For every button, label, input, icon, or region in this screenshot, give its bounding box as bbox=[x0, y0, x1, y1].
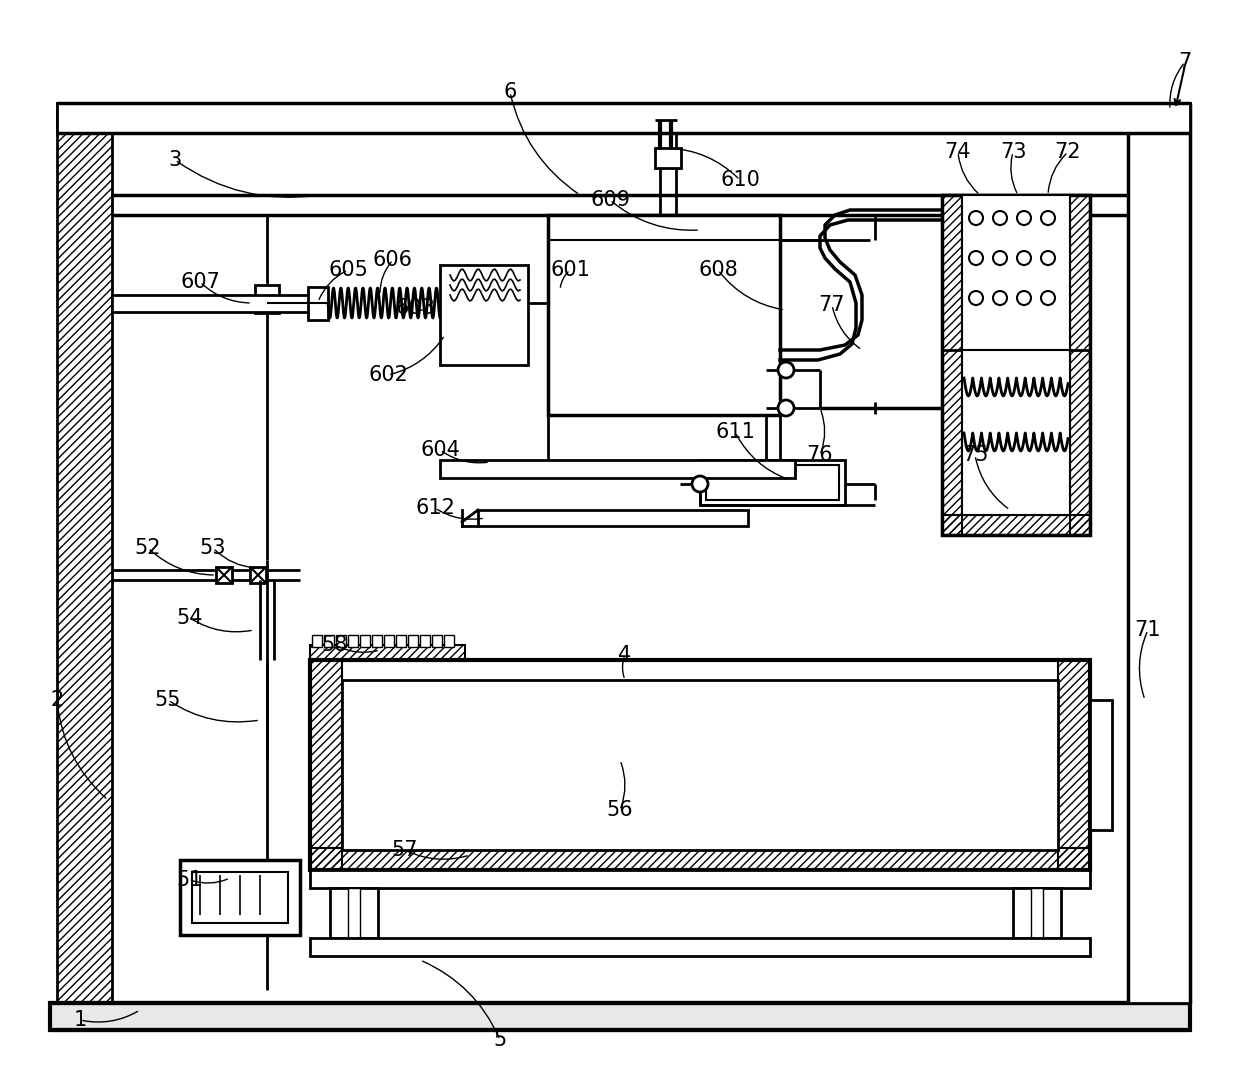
Text: 606: 606 bbox=[373, 250, 413, 270]
Bar bbox=[655, 148, 681, 168]
Bar bbox=[962, 350, 1070, 515]
Circle shape bbox=[1017, 211, 1030, 225]
Circle shape bbox=[993, 291, 1007, 305]
Bar bbox=[310, 848, 1090, 870]
Text: 54: 54 bbox=[177, 608, 203, 628]
Text: 77: 77 bbox=[818, 295, 846, 315]
Bar bbox=[57, 103, 112, 1004]
Text: 71: 71 bbox=[1135, 620, 1161, 640]
Bar bbox=[701, 461, 844, 506]
Bar bbox=[342, 680, 1058, 850]
Text: 608: 608 bbox=[698, 260, 738, 280]
Text: 610: 610 bbox=[720, 170, 760, 190]
Bar bbox=[942, 515, 1090, 536]
Text: 602: 602 bbox=[368, 365, 408, 384]
Bar bbox=[942, 195, 962, 536]
Bar bbox=[310, 645, 465, 677]
Bar bbox=[112, 295, 310, 312]
Text: 612: 612 bbox=[415, 498, 455, 518]
Bar bbox=[396, 635, 405, 647]
Circle shape bbox=[968, 211, 983, 225]
Bar bbox=[310, 660, 1090, 870]
Bar bbox=[444, 635, 454, 647]
Circle shape bbox=[1017, 291, 1030, 305]
Bar bbox=[310, 660, 342, 870]
Bar bbox=[408, 635, 418, 647]
Bar bbox=[336, 635, 346, 647]
Text: 73: 73 bbox=[999, 142, 1027, 162]
Bar bbox=[420, 635, 430, 647]
Circle shape bbox=[968, 291, 983, 305]
Bar bbox=[250, 567, 267, 583]
Text: 1: 1 bbox=[73, 1010, 87, 1030]
Bar bbox=[324, 635, 334, 647]
Text: 52: 52 bbox=[135, 538, 161, 558]
Circle shape bbox=[692, 476, 708, 492]
Circle shape bbox=[1017, 251, 1030, 265]
Bar bbox=[1013, 888, 1061, 938]
Text: 72: 72 bbox=[1055, 142, 1081, 162]
Bar bbox=[1058, 660, 1090, 870]
Bar bbox=[50, 1004, 1190, 1030]
Text: 76: 76 bbox=[807, 444, 833, 465]
Bar bbox=[1070, 195, 1090, 536]
Bar bbox=[216, 567, 232, 583]
Text: 6: 6 bbox=[503, 82, 517, 102]
Bar bbox=[180, 860, 300, 935]
Bar bbox=[255, 285, 279, 313]
Text: 53: 53 bbox=[200, 538, 226, 558]
Circle shape bbox=[1042, 291, 1055, 305]
Bar bbox=[57, 103, 1190, 133]
Bar bbox=[1030, 888, 1043, 938]
Text: 57: 57 bbox=[392, 840, 418, 860]
Circle shape bbox=[1042, 211, 1055, 225]
Text: 604: 604 bbox=[420, 440, 460, 461]
Bar bbox=[308, 287, 329, 320]
Bar bbox=[548, 215, 780, 414]
Circle shape bbox=[968, 251, 983, 265]
Bar bbox=[384, 635, 394, 647]
Bar bbox=[348, 635, 358, 647]
Bar bbox=[310, 870, 1090, 888]
Bar bbox=[192, 872, 288, 923]
Text: 51: 51 bbox=[177, 870, 203, 890]
Bar bbox=[942, 195, 1090, 536]
Text: 56: 56 bbox=[606, 800, 634, 820]
Text: 5: 5 bbox=[494, 1030, 507, 1050]
Bar bbox=[1090, 700, 1112, 830]
Circle shape bbox=[993, 251, 1007, 265]
Circle shape bbox=[993, 211, 1007, 225]
Text: 605: 605 bbox=[329, 260, 368, 280]
Bar bbox=[372, 635, 382, 647]
Bar bbox=[312, 635, 322, 647]
Text: 75: 75 bbox=[962, 444, 988, 465]
Bar bbox=[360, 635, 370, 647]
Circle shape bbox=[1042, 251, 1055, 265]
Text: 3: 3 bbox=[169, 150, 181, 170]
Bar bbox=[440, 461, 795, 478]
Circle shape bbox=[777, 362, 794, 378]
Bar bbox=[706, 465, 839, 500]
Bar bbox=[440, 265, 528, 365]
Bar bbox=[330, 888, 378, 938]
Bar bbox=[310, 938, 1090, 956]
Text: 601: 601 bbox=[551, 260, 590, 280]
Text: 4: 4 bbox=[619, 645, 631, 665]
Bar bbox=[962, 195, 1070, 350]
Text: 603: 603 bbox=[396, 298, 435, 318]
Text: 74: 74 bbox=[945, 142, 971, 162]
Text: 609: 609 bbox=[590, 190, 630, 210]
Text: 55: 55 bbox=[155, 690, 181, 710]
Text: 611: 611 bbox=[715, 422, 755, 442]
Text: 7: 7 bbox=[1178, 52, 1192, 72]
Bar bbox=[1128, 103, 1190, 1004]
Bar bbox=[477, 510, 748, 526]
Circle shape bbox=[777, 399, 794, 416]
Bar bbox=[432, 635, 441, 647]
Text: 607: 607 bbox=[180, 272, 219, 292]
Text: 2: 2 bbox=[51, 690, 63, 710]
Text: 58: 58 bbox=[322, 635, 348, 655]
Bar bbox=[348, 888, 360, 938]
